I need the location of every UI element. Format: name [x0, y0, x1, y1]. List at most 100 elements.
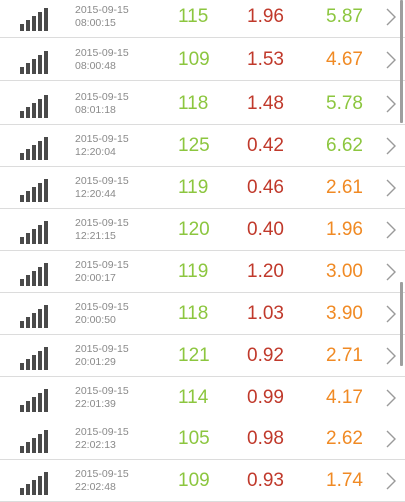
signal-bars-icon	[20, 305, 50, 328]
heart-rate-value: 118	[178, 303, 209, 324]
date-text: 2015-09-15	[75, 47, 129, 59]
chevron-right-icon[interactable]	[385, 430, 397, 448]
scrollbar-thumb[interactable]	[400, 0, 403, 123]
chevron-right-icon[interactable]	[385, 389, 397, 407]
time-text: 22:01:39	[75, 398, 116, 410]
last-metric-value: 3.90	[326, 303, 363, 324]
last-metric-value: 4.67	[326, 49, 363, 70]
heart-rate-value: 115	[178, 6, 209, 27]
date-text: 2015-09-15	[75, 133, 129, 145]
timestamp: 2015-09-15 20:00:17	[75, 259, 129, 285]
timestamp: 2015-09-15 12:20:44	[75, 175, 129, 201]
signal-bars-icon	[20, 430, 50, 453]
date-text: 2015-09-15	[75, 385, 129, 397]
last-metric-value: 2.62	[326, 428, 363, 449]
date-text: 2015-09-15	[75, 301, 129, 313]
red-metric-value: 1.48	[247, 93, 284, 114]
timestamp: 2015-09-15 08:00:48	[75, 47, 129, 73]
measurement-row[interactable]: 2015-09-15 22:02:48 109 0.93 1.74	[0, 460, 405, 502]
last-metric-value: 2.71	[326, 345, 363, 366]
timestamp: 2015-09-15 22:02:13	[75, 426, 129, 452]
heart-rate-value: 119	[178, 261, 209, 282]
chevron-right-icon[interactable]	[385, 179, 397, 197]
date-text: 2015-09-15	[75, 343, 129, 355]
measurement-row[interactable]: 2015-09-15 12:20:44 119 0.46 2.61	[0, 167, 405, 209]
time-text: 12:21:15	[75, 230, 116, 242]
timestamp: 2015-09-15 22:02:48	[75, 468, 129, 494]
time-text: 22:02:13	[75, 439, 116, 451]
chevron-right-icon[interactable]	[385, 51, 397, 69]
measurement-row[interactable]: 2015-09-15 08:00:48 109 1.53 4.67	[0, 39, 405, 81]
heart-rate-value: 109	[178, 49, 210, 70]
heart-rate-value: 125	[178, 135, 210, 156]
red-metric-value: 1.20	[247, 261, 284, 282]
timestamp: 2015-09-15 08:01:18	[75, 91, 129, 117]
signal-bars-icon	[20, 51, 50, 74]
measurement-row[interactable]: 2015-09-15 08:00:15 115 1.96 5.87	[0, 0, 405, 38]
heart-rate-value: 121	[178, 345, 210, 366]
heart-rate-value: 114	[178, 387, 209, 408]
chevron-right-icon[interactable]	[385, 347, 397, 365]
last-metric-value: 1.74	[326, 470, 363, 491]
heart-rate-value: 119	[178, 177, 209, 198]
last-metric-value: 5.78	[326, 93, 363, 114]
chevron-right-icon[interactable]	[385, 472, 397, 490]
measurement-row[interactable]: 2015-09-15 22:02:13 105 0.98 2.62	[0, 418, 405, 460]
heart-rate-value: 118	[178, 93, 209, 114]
signal-bars-icon	[20, 179, 50, 202]
time-text: 20:00:50	[75, 314, 116, 326]
time-text: 08:00:15	[75, 17, 116, 29]
red-metric-value: 0.98	[247, 428, 284, 449]
date-text: 2015-09-15	[75, 259, 129, 271]
measurement-row[interactable]: 2015-09-15 12:20:04 125 0.42 6.62	[0, 125, 405, 167]
signal-bars-icon	[20, 263, 50, 286]
chevron-right-icon[interactable]	[385, 137, 397, 155]
time-text: 08:01:18	[75, 104, 116, 116]
measurement-row[interactable]: 2015-09-15 08:01:18 118 1.48 5.78	[0, 83, 405, 125]
heart-rate-value: 105	[178, 428, 210, 449]
time-text: 12:20:44	[75, 188, 116, 200]
measurement-row[interactable]: 2015-09-15 20:00:17 119 1.20 3.00	[0, 251, 405, 293]
red-metric-value: 0.40	[247, 219, 284, 240]
chevron-right-icon[interactable]	[385, 263, 397, 281]
last-metric-value: 4.17	[326, 387, 363, 408]
measurement-row[interactable]: 2015-09-15 20:00:50 118 1.03 3.90	[0, 293, 405, 335]
chevron-right-icon[interactable]	[385, 305, 397, 323]
time-text: 12:20:04	[75, 146, 116, 158]
time-text: 20:01:29	[75, 356, 116, 368]
time-text: 08:00:48	[75, 60, 116, 72]
timestamp: 2015-09-15 12:21:15	[75, 217, 129, 243]
red-metric-value: 0.92	[247, 345, 284, 366]
red-metric-value: 1.03	[247, 303, 284, 324]
timestamp: 2015-09-15 22:01:39	[75, 385, 129, 411]
red-metric-value: 0.46	[247, 177, 284, 198]
date-text: 2015-09-15	[75, 4, 129, 16]
time-text: 20:00:17	[75, 272, 116, 284]
signal-bars-icon	[20, 221, 50, 244]
red-metric-value: 1.96	[247, 6, 284, 27]
date-text: 2015-09-15	[75, 91, 129, 103]
signal-bars-icon	[20, 95, 50, 118]
signal-bars-icon	[20, 472, 50, 495]
timestamp: 2015-09-15 20:00:50	[75, 301, 129, 327]
measurement-row[interactable]: 2015-09-15 12:21:15 120 0.40 1.96	[0, 209, 405, 251]
last-metric-value: 6.62	[326, 135, 363, 156]
signal-bars-icon	[20, 137, 50, 160]
signal-bars-icon	[20, 8, 50, 31]
chevron-right-icon[interactable]	[385, 8, 397, 26]
signal-bars-icon	[20, 389, 50, 412]
scrollbar-thumb[interactable]	[400, 282, 403, 366]
date-text: 2015-09-15	[75, 468, 129, 480]
measurement-row[interactable]: 2015-09-15 20:01:29 121 0.92 2.71	[0, 335, 405, 377]
signal-bars-icon	[20, 347, 50, 370]
red-metric-value: 1.53	[247, 49, 284, 70]
red-metric-value: 0.42	[247, 135, 284, 156]
chevron-right-icon[interactable]	[385, 221, 397, 239]
date-text: 2015-09-15	[75, 217, 129, 229]
last-metric-value: 5.87	[326, 6, 363, 27]
last-metric-value: 2.61	[326, 177, 363, 198]
timestamp: 2015-09-15 20:01:29	[75, 343, 129, 369]
chevron-right-icon[interactable]	[385, 95, 397, 113]
measurement-row[interactable]: 2015-09-15 22:01:39 114 0.99 4.17	[0, 377, 405, 419]
